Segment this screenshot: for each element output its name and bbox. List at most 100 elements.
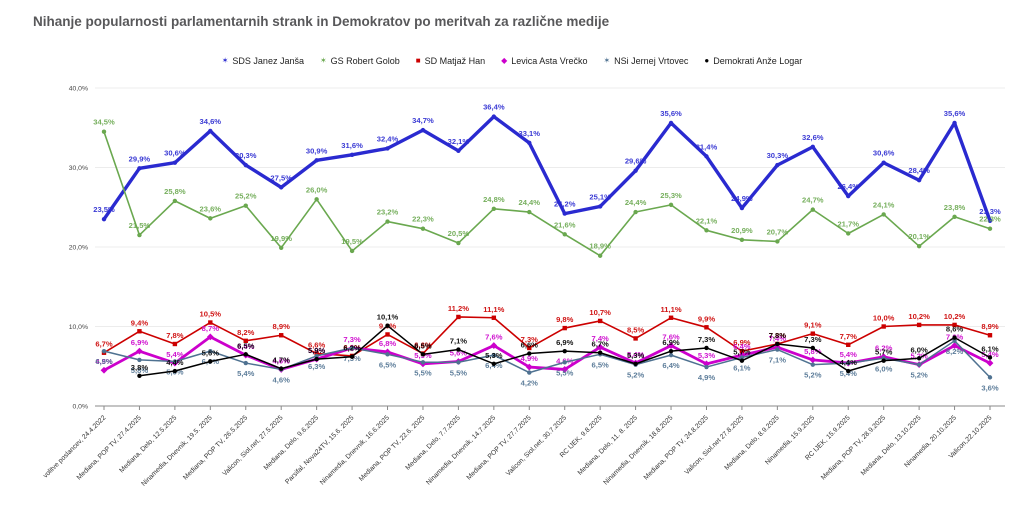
data-point[interactable] [668, 120, 674, 126]
data-point[interactable] [279, 245, 284, 250]
data-point[interactable] [385, 332, 390, 337]
data-point[interactable] [385, 352, 390, 357]
data-point[interactable] [243, 338, 248, 344]
data-point[interactable] [314, 351, 319, 356]
data-point[interactable] [987, 226, 993, 231]
data-point[interactable] [208, 128, 213, 134]
data-point[interactable] [810, 144, 815, 150]
data-point[interactable] [385, 219, 390, 224]
data-point[interactable] [243, 352, 248, 357]
data-point[interactable] [490, 342, 498, 349]
data-point[interactable] [208, 359, 213, 364]
data-point[interactable] [243, 360, 248, 366]
data-point[interactable] [775, 347, 780, 352]
data-point[interactable] [597, 350, 603, 355]
data-point[interactable] [527, 345, 532, 351]
data-point[interactable] [137, 166, 142, 171]
data-point[interactable] [704, 154, 709, 159]
data-point[interactable] [987, 375, 993, 380]
data-point[interactable] [491, 361, 497, 367]
data-point[interactable] [597, 204, 603, 209]
data-point[interactable] [739, 358, 745, 363]
data-point[interactable] [633, 361, 638, 367]
data-point[interactable] [916, 356, 922, 361]
data-point[interactable] [562, 211, 567, 216]
data-point[interactable] [562, 325, 567, 331]
data-point[interactable] [172, 368, 178, 374]
data-point[interactable] [456, 148, 461, 154]
data-point[interactable] [987, 355, 993, 360]
data-point[interactable] [137, 357, 142, 363]
data-point[interactable] [952, 335, 957, 340]
data-point[interactable] [420, 127, 426, 133]
data-point[interactable] [846, 368, 851, 374]
data-point[interactable] [846, 342, 851, 347]
data-point[interactable] [137, 373, 142, 378]
data-point[interactable] [846, 360, 851, 366]
data-point[interactable] [206, 333, 214, 341]
data-point[interactable] [172, 341, 178, 347]
data-point[interactable] [846, 231, 851, 236]
data-point[interactable] [385, 323, 390, 328]
data-point[interactable] [952, 214, 957, 219]
data-point[interactable] [597, 253, 603, 258]
data-point[interactable] [456, 314, 461, 320]
data-point[interactable] [668, 348, 674, 354]
data-point[interactable] [596, 343, 604, 351]
data-point[interactable] [703, 360, 710, 368]
data-point[interactable] [739, 355, 745, 360]
data-point[interactable] [810, 331, 815, 336]
data-point[interactable] [208, 348, 213, 354]
data-point[interactable] [137, 232, 142, 238]
data-point[interactable] [809, 356, 817, 364]
data-point[interactable] [101, 216, 107, 222]
data-point[interactable] [349, 152, 355, 157]
data-point[interactable] [667, 342, 675, 349]
data-point[interactable] [775, 239, 780, 244]
data-point[interactable] [172, 160, 178, 165]
data-point[interactable] [385, 146, 390, 151]
data-point[interactable] [491, 352, 497, 358]
data-point[interactable] [314, 158, 319, 163]
data-point[interactable] [136, 347, 143, 355]
data-point[interactable] [561, 366, 569, 373]
data-point[interactable] [916, 244, 922, 249]
data-point[interactable] [952, 120, 957, 126]
data-point[interactable] [987, 218, 993, 223]
data-point[interactable] [456, 347, 461, 352]
data-point[interactable] [420, 352, 426, 357]
data-point[interactable] [704, 345, 709, 351]
data-point[interactable] [739, 348, 745, 354]
data-point[interactable] [952, 322, 957, 328]
data-point[interactable] [243, 203, 248, 208]
data-point[interactable] [314, 197, 319, 202]
data-point[interactable] [562, 360, 567, 365]
data-point[interactable] [668, 315, 674, 320]
data-point[interactable] [704, 228, 709, 233]
data-point[interactable] [739, 205, 745, 211]
data-point[interactable] [633, 209, 638, 215]
data-point[interactable] [349, 248, 355, 254]
data-point[interactable] [279, 185, 284, 190]
data-point[interactable] [846, 193, 851, 199]
data-point[interactable] [349, 345, 355, 351]
data-point[interactable] [100, 366, 108, 374]
data-point[interactable] [243, 162, 248, 168]
data-point[interactable] [279, 333, 284, 338]
data-point[interactable] [420, 360, 426, 365]
data-point[interactable] [704, 325, 709, 330]
data-point[interactable] [527, 370, 532, 375]
data-point[interactable] [456, 240, 461, 246]
data-point[interactable] [775, 162, 780, 168]
data-point[interactable] [668, 352, 674, 358]
data-point[interactable] [527, 209, 532, 215]
data-point[interactable] [101, 348, 107, 354]
data-point[interactable] [349, 354, 355, 359]
data-point[interactable] [916, 178, 922, 183]
data-point[interactable] [208, 216, 213, 221]
data-point[interactable] [810, 207, 815, 212]
data-point[interactable] [491, 315, 497, 320]
data-point[interactable] [633, 168, 638, 173]
data-point[interactable] [881, 324, 886, 329]
data-point[interactable] [881, 212, 886, 217]
